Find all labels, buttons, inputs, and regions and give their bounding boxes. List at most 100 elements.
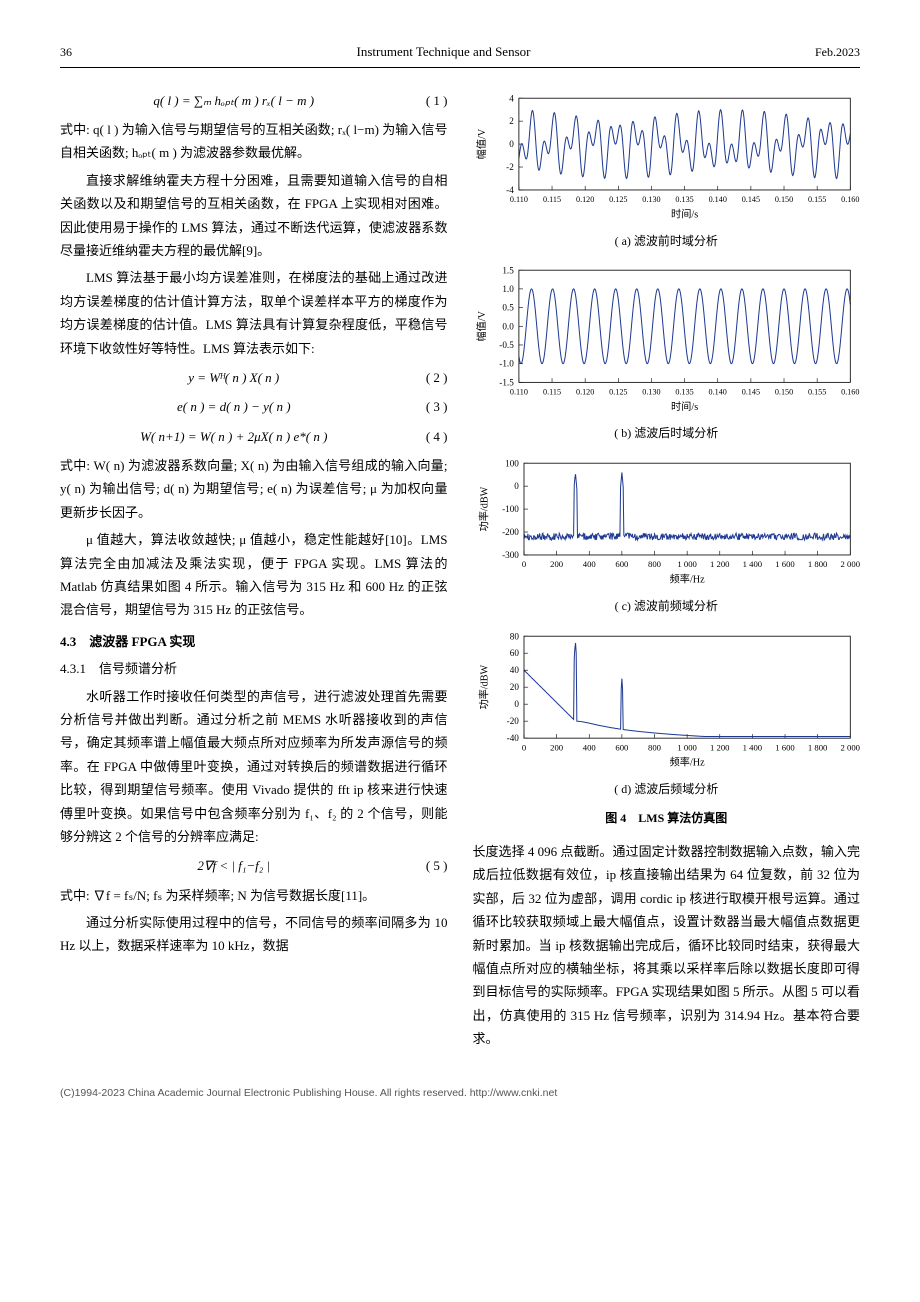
svg-text:1 000: 1 000: [677, 742, 696, 752]
chart-c-container: -300-200-100010002004006008001 0001 2001…: [473, 453, 861, 618]
svg-text:0.130: 0.130: [642, 388, 660, 397]
svg-text:-300: -300: [502, 550, 519, 560]
para-2: 直接求解维纳霍夫方程十分困难，且需要知道输入信号的自相关函数以及和期望信号的互相…: [60, 169, 448, 263]
svg-text:0.130: 0.130: [642, 195, 660, 204]
chart-a-caption: ( a) 滤波前时域分析: [473, 231, 861, 253]
svg-text:2 000: 2 000: [840, 742, 859, 752]
svg-text:-20: -20: [506, 716, 519, 726]
svg-text:40: 40: [509, 665, 519, 675]
right-column: -4-20240.1100.1150.1200.1250.1300.1350.1…: [473, 83, 861, 1055]
svg-text:600: 600: [615, 742, 628, 752]
svg-text:20: 20: [509, 682, 519, 692]
para-eq5-desc: 式中: ∇f = fₛ/N; fₛ 为采样频率; N 为信号数据长度[11]。: [60, 884, 448, 907]
svg-text:0.110: 0.110: [509, 388, 527, 397]
svg-text:-40: -40: [506, 733, 519, 743]
svg-text:-2: -2: [506, 162, 514, 172]
svg-text:幅值/V: 幅值/V: [475, 128, 488, 159]
svg-text:频率/Hz: 频率/Hz: [669, 573, 705, 586]
svg-text:1 600: 1 600: [775, 559, 794, 569]
svg-text:60: 60: [509, 648, 519, 658]
svg-text:0.115: 0.115: [543, 388, 561, 397]
issue-date: Feb.2023: [815, 42, 860, 64]
svg-text:1 200: 1 200: [710, 559, 729, 569]
page-footer: (C)1994-2023 China Academic Journal Elec…: [60, 1084, 860, 1103]
svg-text:80: 80: [509, 631, 519, 641]
svg-text:0: 0: [521, 742, 525, 752]
para-3: LMS 算法基于最小均方误差准则，在梯度法的基础上通过改进均方误差梯度的估计值计…: [60, 266, 448, 360]
svg-text:1 400: 1 400: [742, 559, 761, 569]
figure-4-title: 图 4 LMS 算法仿真图: [473, 808, 861, 830]
svg-text:功率/dBW: 功率/dBW: [477, 664, 490, 709]
svg-text:1.0: 1.0: [502, 284, 514, 294]
svg-text:1 600: 1 600: [775, 742, 794, 752]
svg-text:0.150: 0.150: [774, 195, 792, 204]
svg-text:0.115: 0.115: [543, 195, 561, 204]
svg-text:时间/s: 时间/s: [671, 400, 698, 413]
svg-text:4: 4: [509, 93, 514, 103]
svg-text:0.125: 0.125: [609, 195, 627, 204]
journal-title: Instrument Technique and Sensor: [357, 40, 531, 63]
svg-text:200: 200: [550, 559, 563, 569]
para-5: μ 值越大，算法收敛越快; μ 值越小，稳定性能越好[10]。LMS 算法完全由…: [60, 528, 448, 622]
svg-text:1 200: 1 200: [710, 742, 729, 752]
equation-1: q( l ) = ∑ₘ hₒₚₜ( m ) rₓ( l − m ) ( 1 ): [60, 89, 448, 112]
svg-text:幅值/V: 幅值/V: [475, 310, 488, 341]
svg-text:-100: -100: [502, 504, 519, 514]
page-header: 36 Instrument Technique and Sensor Feb.2…: [60, 40, 860, 68]
svg-text:2 000: 2 000: [840, 559, 859, 569]
svg-text:0.140: 0.140: [708, 388, 726, 397]
svg-text:0: 0: [521, 559, 525, 569]
chart-c: -300-200-100010002004006008001 0001 2001…: [473, 453, 861, 586]
svg-text:800: 800: [648, 742, 661, 752]
svg-text:0.0: 0.0: [502, 321, 514, 331]
svg-text:-1.0: -1.0: [499, 359, 514, 369]
chart-b-container: -1.5 -1.0 -0.5 0.0 0.5 1.0 1.5 0.110 0.115 0.120 0…: [473, 260, 861, 445]
svg-text:时间/s: 时间/s: [671, 207, 698, 220]
para-8: 通过分析实际使用过程中的信号，不同信号的频率间隔多为 10 Hz 以上，数据采样…: [60, 911, 448, 958]
svg-text:0.120: 0.120: [576, 388, 594, 397]
chart-d: -40-2002040608002004006008001 0001 2001 …: [473, 626, 861, 769]
equation-4: W( n+1) = W( n ) + 2μX( n ) e*( n ) ( 4 …: [60, 425, 448, 448]
svg-text:0.155: 0.155: [807, 388, 825, 397]
svg-text:800: 800: [648, 559, 661, 569]
svg-text:0: 0: [509, 139, 514, 149]
svg-text:400: 400: [582, 742, 595, 752]
svg-text:1 000: 1 000: [677, 559, 696, 569]
svg-text:0.160: 0.160: [841, 388, 859, 397]
svg-text:1 400: 1 400: [742, 742, 761, 752]
svg-text:600: 600: [615, 559, 628, 569]
svg-text:0.135: 0.135: [675, 195, 693, 204]
para-eq4-desc: 式中: W( n) 为滤波器系数向量; X( n) 为由输入信号组成的输入向量;…: [60, 454, 448, 524]
svg-text:0.110: 0.110: [509, 195, 527, 204]
svg-text:-1.5: -1.5: [499, 378, 514, 388]
svg-text:0.155: 0.155: [807, 195, 825, 204]
svg-text:0: 0: [514, 699, 519, 709]
svg-text:-4: -4: [506, 185, 514, 195]
svg-text:400: 400: [582, 559, 595, 569]
equation-3: e( n ) = d( n ) − y( n ) ( 3 ): [60, 395, 448, 418]
chart-a-container: -4 -2 0 2 4 0.110 0.115 0.120 0.125 0.130 0.135 0.1…: [473, 88, 861, 253]
svg-text:0.5: 0.5: [502, 303, 514, 313]
svg-text:0.120: 0.120: [576, 195, 594, 204]
svg-text:0.145: 0.145: [741, 388, 759, 397]
page-number: 36: [60, 42, 72, 64]
chart-a: -4 -2 0 2 4 0.110 0.115 0.120 0.125 0.130 0.135 0.1…: [473, 88, 861, 221]
svg-text:0: 0: [514, 481, 519, 491]
chart-d-container: -40-2002040608002004006008001 0001 2001 …: [473, 626, 861, 801]
svg-text:1.5: 1.5: [502, 265, 514, 275]
section-4-3: 4.3 滤波器 FPGA 实现: [60, 630, 448, 653]
svg-text:0.125: 0.125: [609, 388, 627, 397]
svg-text:0.145: 0.145: [741, 195, 759, 204]
svg-text:0.160: 0.160: [841, 195, 859, 204]
svg-text:200: 200: [550, 742, 563, 752]
para-6: 水听器工作时接收任何类型的声信号，进行滤波处理首先需要分析信号并做出判断。通过分…: [60, 685, 448, 849]
svg-text:100: 100: [505, 458, 519, 468]
chart-d-caption: ( d) 滤波后频域分析: [473, 779, 861, 801]
svg-text:功率/dBW: 功率/dBW: [477, 486, 490, 531]
svg-text:频率/Hz: 频率/Hz: [669, 755, 705, 768]
para-eq1-desc: 式中: q( l ) 为输入信号与期望信号的互相关函数; rₓ( l−m) 为输…: [60, 118, 448, 165]
para-right: 长度选择 4 096 点截断。通过固定计数器控制数据输入点数，输入完成后拉低数据…: [473, 840, 861, 1051]
svg-text:2: 2: [509, 116, 514, 126]
svg-text:-0.5: -0.5: [499, 340, 514, 350]
equation-2: y = Wᴴ( n ) X( n ) ( 2 ): [60, 366, 448, 389]
